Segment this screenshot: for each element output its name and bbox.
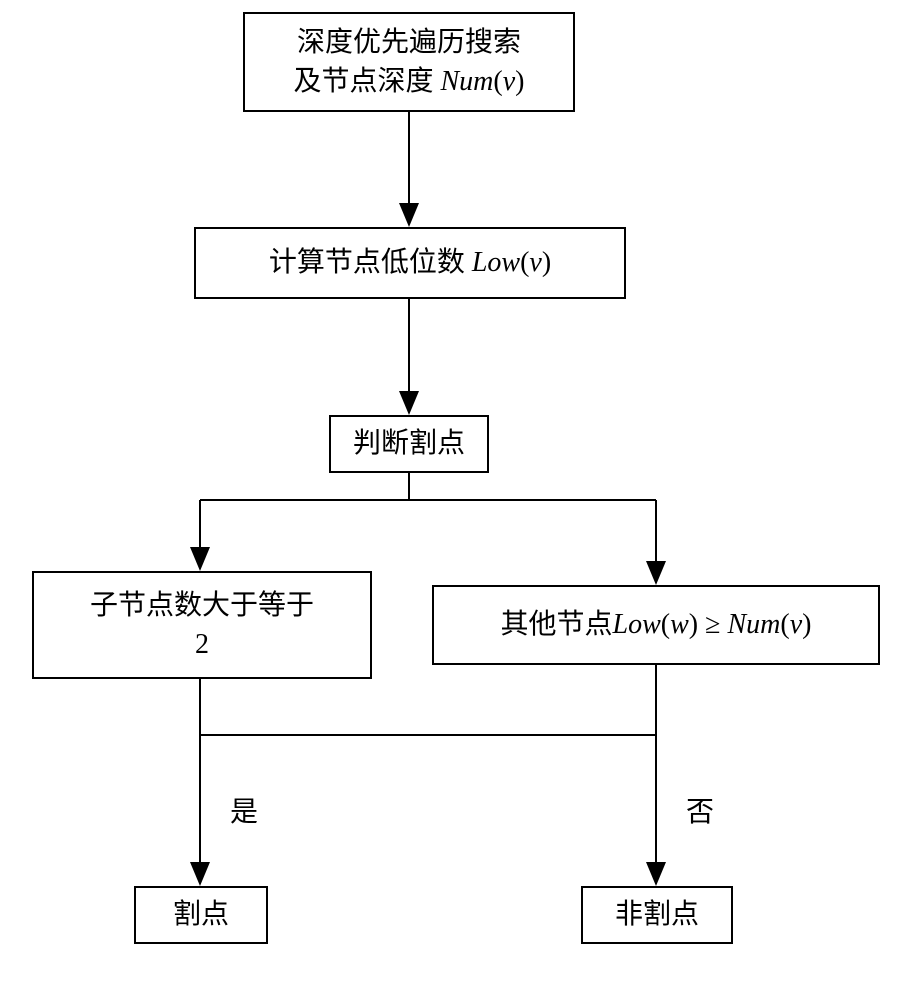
node-cut-point: 割点 xyxy=(134,886,268,944)
n1-line1: 深度优先遍历搜索 xyxy=(297,27,521,58)
n5-h: v xyxy=(790,609,802,640)
node-child-count-text: 子节点数大于等于 2 xyxy=(90,586,314,664)
n1-line2a: 及节点深度 xyxy=(293,66,440,97)
n5-c: ( xyxy=(661,609,670,640)
node-other-low-ge-num: 其他节点Low(w) ≥ Num(v) xyxy=(432,585,880,665)
arrow-n1-n2 xyxy=(399,203,419,227)
flow-edges xyxy=(0,0,909,982)
arrow-to-n7 xyxy=(646,862,666,886)
n3-text: 判断割点 xyxy=(353,424,465,463)
arrow-to-n5 xyxy=(646,561,666,585)
n4-line2: 2 xyxy=(195,629,209,660)
n1-line2c: ( xyxy=(493,66,502,97)
node-dfs-num-text: 深度优先遍历搜索 及节点深度 Num(v) xyxy=(293,23,524,101)
arrow-to-n6 xyxy=(190,862,210,886)
n5-g: ( xyxy=(780,609,789,640)
n2-d: v xyxy=(529,247,541,278)
n2-e: ) xyxy=(542,247,551,278)
n5-e: ) ≥ xyxy=(689,609,728,640)
n2-a: 计算节点低位数 xyxy=(269,247,472,278)
edge-label-yes: 是 xyxy=(230,790,258,830)
n2-c: ( xyxy=(520,247,529,278)
n1-line2b: Num xyxy=(441,66,494,97)
n6-text: 割点 xyxy=(173,895,229,934)
node-compute-low-text: 计算节点低位数 Low(v) xyxy=(269,243,551,282)
node-dfs-num: 深度优先遍历搜索 及节点深度 Num(v) xyxy=(243,12,575,112)
n4-line1: 子节点数大于等于 xyxy=(90,590,314,621)
arrow-to-n4 xyxy=(190,547,210,571)
yes-text: 是 xyxy=(230,797,258,828)
n5-b: Low xyxy=(613,609,661,640)
edge-label-no: 否 xyxy=(686,790,714,830)
n1-line2d: v xyxy=(503,66,515,97)
n2-b: Low xyxy=(472,247,520,278)
no-text: 否 xyxy=(686,797,714,828)
n5-i: ) xyxy=(802,609,811,640)
node-child-count-ge2: 子节点数大于等于 2 xyxy=(32,571,372,679)
node-compute-low: 计算节点低位数 Low(v) xyxy=(194,227,626,299)
node-non-cut-point: 非割点 xyxy=(581,886,733,944)
arrow-n2-n3 xyxy=(399,391,419,415)
n7-text: 非割点 xyxy=(615,895,699,934)
n1-line2e: ) xyxy=(515,66,524,97)
node-judge-cut: 判断割点 xyxy=(329,415,489,473)
n5-f: Num xyxy=(727,609,780,640)
node-other-text: 其他节点Low(w) ≥ Num(v) xyxy=(501,605,812,644)
n5-d: w xyxy=(670,609,689,640)
n5-a: 其他节点 xyxy=(501,609,613,640)
